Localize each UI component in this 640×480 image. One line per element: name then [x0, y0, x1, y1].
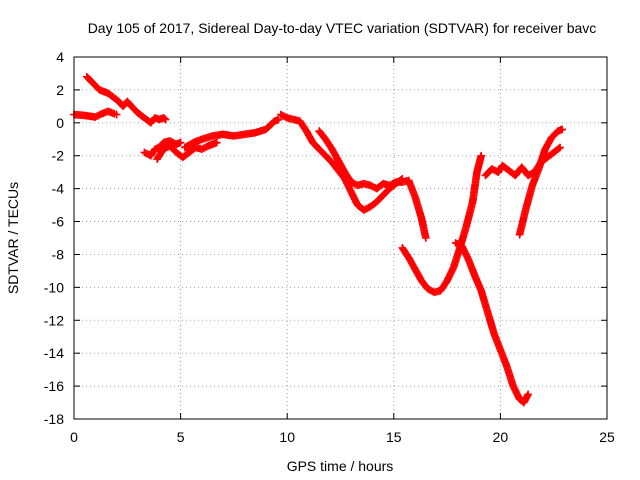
x-tick-label: 10 — [279, 429, 295, 445]
grid — [74, 57, 607, 419]
y-tick-label: -16 — [44, 378, 64, 394]
data-series — [70, 72, 567, 407]
plot-frame — [73, 56, 608, 420]
data-point — [558, 125, 567, 134]
y-tick-label: 4 — [56, 49, 64, 65]
axis-ticks — [73, 56, 608, 420]
y-tick-label: 2 — [56, 82, 64, 98]
x-tick-label: 25 — [599, 429, 615, 445]
data-point — [161, 115, 170, 124]
data-point — [160, 114, 169, 123]
data-point — [274, 115, 283, 124]
y-axis-label: SDTVAR / TECUs — [5, 182, 21, 294]
y-tick-label: 0 — [56, 115, 64, 131]
y-tick-label: -8 — [52, 246, 65, 262]
y-tick-label: -14 — [44, 345, 64, 361]
x-tick-label: 0 — [70, 429, 78, 445]
chart-title: Day 105 of 2017, Sidereal Day-to-day VTE… — [88, 20, 597, 36]
data-point — [556, 143, 564, 152]
x-tick-label: 5 — [177, 429, 185, 445]
y-tick-label: -2 — [52, 148, 65, 164]
x-axis-label: GPS time / hours — [287, 458, 394, 474]
data-point — [524, 390, 532, 399]
x-tick-label: 20 — [493, 429, 509, 445]
y-tick-label: -6 — [52, 214, 65, 230]
x-tick-label: 15 — [386, 429, 402, 445]
y-tick-label: -18 — [44, 411, 64, 427]
data-point — [477, 151, 486, 160]
data-point — [176, 138, 185, 147]
data-point — [213, 138, 221, 147]
data-point — [421, 234, 430, 242]
y-tick-label: -12 — [44, 312, 64, 328]
y-tick-label: -4 — [52, 181, 65, 197]
y-tick-label: -10 — [44, 279, 64, 295]
data-point — [112, 110, 121, 119]
